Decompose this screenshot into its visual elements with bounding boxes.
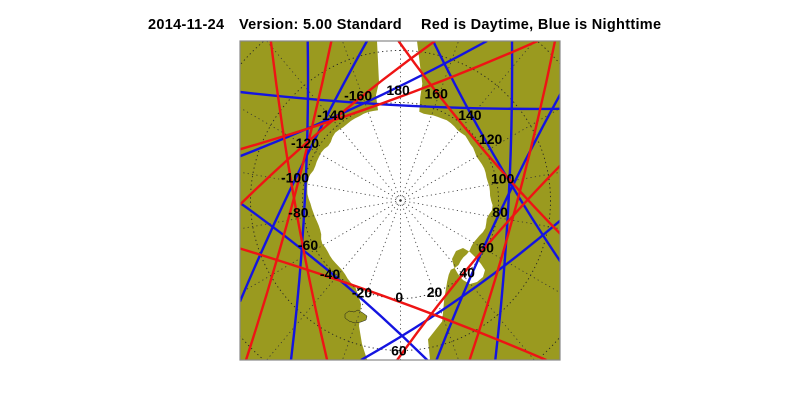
svg-text:-40: -40	[320, 266, 340, 282]
svg-text:160: 160	[425, 86, 449, 102]
svg-text:-120: -120	[291, 135, 319, 151]
svg-text:-80: -80	[288, 204, 308, 220]
svg-text:60: 60	[478, 239, 494, 255]
svg-text:40: 40	[459, 265, 475, 281]
svg-text:180: 180	[386, 82, 410, 98]
svg-text:60: 60	[391, 343, 407, 359]
svg-text:140: 140	[458, 107, 482, 123]
svg-text:80: 80	[492, 204, 508, 220]
svg-text:-60: -60	[298, 237, 318, 253]
svg-text:20: 20	[427, 284, 443, 300]
svg-text:-100: -100	[281, 169, 309, 185]
svg-text:120: 120	[479, 131, 503, 147]
svg-text:0: 0	[395, 289, 403, 305]
svg-text:100: 100	[491, 171, 515, 187]
svg-text:-20: -20	[352, 285, 372, 301]
svg-text:-160: -160	[344, 88, 372, 104]
svg-text:-140: -140	[317, 107, 345, 123]
